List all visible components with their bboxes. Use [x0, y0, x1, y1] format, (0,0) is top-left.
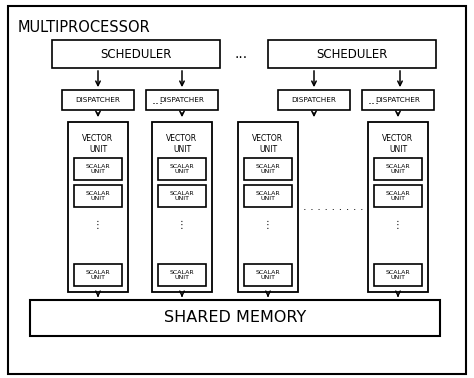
Text: SCALAR
UNIT: SCALAR UNIT — [386, 270, 410, 280]
FancyBboxPatch shape — [238, 122, 298, 292]
FancyBboxPatch shape — [362, 90, 434, 110]
Text: ⋮: ⋮ — [93, 220, 103, 230]
FancyBboxPatch shape — [74, 264, 122, 286]
Text: VECTOR
UNIT: VECTOR UNIT — [82, 134, 114, 154]
FancyBboxPatch shape — [374, 158, 422, 180]
FancyBboxPatch shape — [62, 90, 134, 110]
FancyBboxPatch shape — [158, 185, 206, 207]
Text: VECTOR
UNIT: VECTOR UNIT — [253, 134, 283, 154]
Text: SCALAR
UNIT: SCALAR UNIT — [170, 191, 194, 201]
Text: ⋮: ⋮ — [263, 220, 273, 230]
FancyBboxPatch shape — [158, 158, 206, 180]
FancyBboxPatch shape — [8, 6, 466, 374]
FancyBboxPatch shape — [268, 40, 436, 68]
Text: VECTOR
UNIT: VECTOR UNIT — [383, 134, 413, 154]
Text: SCALAR
UNIT: SCALAR UNIT — [170, 164, 194, 174]
FancyBboxPatch shape — [74, 185, 122, 207]
FancyBboxPatch shape — [244, 264, 292, 286]
Text: SCALAR
UNIT: SCALAR UNIT — [86, 164, 110, 174]
FancyBboxPatch shape — [244, 185, 292, 207]
Text: SCALAR
UNIT: SCALAR UNIT — [255, 164, 280, 174]
Text: ⋮: ⋮ — [177, 220, 187, 230]
FancyBboxPatch shape — [146, 90, 218, 110]
Text: SCALAR
UNIT: SCALAR UNIT — [170, 270, 194, 280]
FancyBboxPatch shape — [244, 158, 292, 180]
Text: SCALAR
UNIT: SCALAR UNIT — [386, 191, 410, 201]
Text: SCHEDULER: SCHEDULER — [316, 48, 388, 60]
Text: ...: ... — [152, 93, 164, 107]
FancyBboxPatch shape — [74, 158, 122, 180]
FancyBboxPatch shape — [68, 122, 128, 292]
Text: ...: ... — [368, 93, 380, 107]
Text: SHARED MEMORY: SHARED MEMORY — [164, 310, 306, 325]
FancyBboxPatch shape — [30, 300, 440, 336]
Text: SCHEDULER: SCHEDULER — [100, 48, 172, 60]
FancyBboxPatch shape — [52, 40, 220, 68]
Text: DISPATCHER: DISPATCHER — [160, 97, 204, 103]
Text: DISPATCHER: DISPATCHER — [292, 97, 337, 103]
FancyBboxPatch shape — [368, 122, 428, 292]
Text: SCALAR
UNIT: SCALAR UNIT — [255, 191, 280, 201]
Text: SCALAR
UNIT: SCALAR UNIT — [86, 191, 110, 201]
Text: VECTOR
UNIT: VECTOR UNIT — [166, 134, 198, 154]
FancyBboxPatch shape — [158, 264, 206, 286]
FancyBboxPatch shape — [278, 90, 350, 110]
Text: SCALAR
UNIT: SCALAR UNIT — [86, 270, 110, 280]
Text: ...: ... — [235, 47, 247, 61]
Text: MULTIPROCESSOR: MULTIPROCESSOR — [18, 20, 151, 35]
FancyBboxPatch shape — [152, 122, 212, 292]
Text: . . . . . . . . .: . . . . . . . . . — [303, 202, 363, 212]
FancyBboxPatch shape — [374, 264, 422, 286]
Text: DISPATCHER: DISPATCHER — [75, 97, 120, 103]
FancyBboxPatch shape — [374, 185, 422, 207]
Text: SCALAR
UNIT: SCALAR UNIT — [386, 164, 410, 174]
Text: DISPATCHER: DISPATCHER — [375, 97, 420, 103]
Text: ⋮: ⋮ — [393, 220, 403, 230]
Text: SCALAR
UNIT: SCALAR UNIT — [255, 270, 280, 280]
